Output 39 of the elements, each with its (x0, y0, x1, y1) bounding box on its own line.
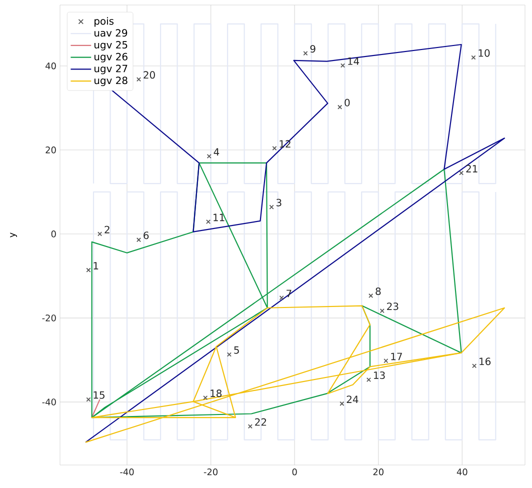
annotation: 8 (376, 287, 381, 296)
x-tick-label: -20 (204, 468, 218, 476)
annotation: 10 (478, 49, 490, 57)
x-tick-label: 0 (292, 468, 297, 476)
y-tick-label: 20 (46, 146, 56, 154)
annotation: 22 (255, 418, 266, 426)
annotation: 24 (346, 396, 358, 403)
annotation: 16 (480, 358, 491, 366)
annotation: 3 (276, 198, 282, 206)
y-axis-title: y (10, 232, 17, 238)
annotation: 6 (144, 232, 149, 240)
legend-label: ugv 28 (94, 76, 128, 86)
annotation: 4 (214, 148, 220, 156)
annotation: 11 (214, 214, 224, 222)
annotation: 23 (387, 302, 398, 310)
annotation: 15 (94, 391, 104, 399)
legend-label: ugv 26 (94, 52, 128, 62)
y-tick-label: 0 (51, 230, 56, 238)
annotation: 5 (234, 346, 239, 354)
annotation: 0 (344, 98, 350, 106)
annotation: 14 (348, 58, 360, 65)
y-tick-label: -40 (42, 398, 56, 406)
annotation: 2 (104, 226, 110, 234)
legend-label: pois (94, 17, 114, 27)
legend-label: ugv 27 (94, 64, 128, 74)
x-tick-label: 40 (456, 468, 468, 476)
y-tick-label: -20 (42, 314, 56, 322)
annotation: 18 (210, 390, 222, 398)
annotation: 13 (374, 371, 385, 380)
annotation: 20 (144, 71, 155, 79)
annotation: 9 (310, 45, 316, 53)
x-tick-label: -40 (120, 468, 134, 476)
x-tick-label: 20 (373, 468, 384, 476)
y-tick-label: 40 (46, 62, 56, 70)
annotation: 1 (94, 262, 98, 270)
legend-label: uav 29 (94, 29, 128, 37)
annotation: 21 (466, 164, 478, 172)
legend-label: ugv 25 (94, 41, 128, 50)
annotation: 17 (391, 352, 402, 360)
